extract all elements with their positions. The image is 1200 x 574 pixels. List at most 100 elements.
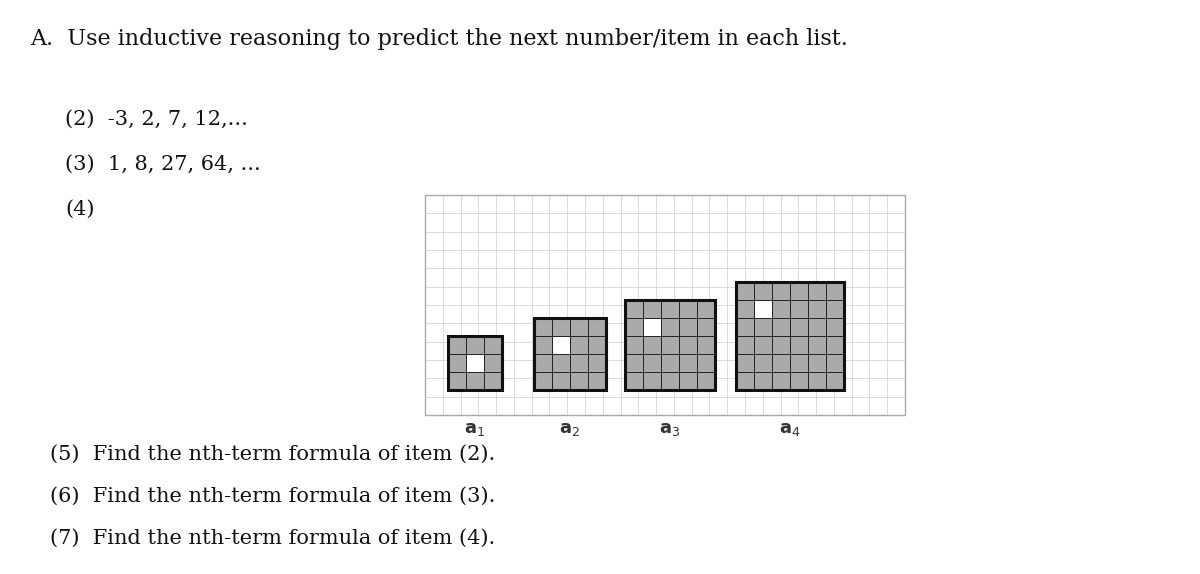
Bar <box>484 336 502 354</box>
Bar <box>826 336 844 354</box>
Bar <box>643 300 661 318</box>
Bar <box>736 300 754 318</box>
Bar <box>448 372 466 390</box>
Bar <box>625 300 715 390</box>
Bar <box>697 300 715 318</box>
Bar <box>448 336 502 390</box>
Bar <box>661 318 679 336</box>
Bar <box>552 336 570 354</box>
Bar <box>534 354 552 372</box>
Bar <box>754 354 772 372</box>
Bar <box>790 372 808 390</box>
Bar <box>570 372 588 390</box>
Bar <box>772 354 790 372</box>
Bar <box>661 336 679 354</box>
Bar <box>679 336 697 354</box>
Text: $\mathbf{a}_{1}$: $\mathbf{a}_{1}$ <box>464 420 486 438</box>
Bar <box>643 372 661 390</box>
Text: $\mathbf{a}_{3}$: $\mathbf{a}_{3}$ <box>659 420 680 438</box>
Bar <box>466 336 484 354</box>
Bar <box>534 336 552 354</box>
Bar <box>588 354 606 372</box>
Bar <box>826 300 844 318</box>
Bar <box>484 372 502 390</box>
Bar <box>736 318 754 336</box>
Bar <box>661 300 679 318</box>
Bar <box>625 318 643 336</box>
Bar <box>425 195 905 415</box>
Bar <box>826 318 844 336</box>
Bar <box>570 354 588 372</box>
Bar <box>484 354 502 372</box>
Bar <box>697 372 715 390</box>
Bar <box>808 354 826 372</box>
Bar <box>772 318 790 336</box>
Bar <box>736 336 754 354</box>
Text: (2)  -3, 2, 7, 12,...: (2) -3, 2, 7, 12,... <box>65 110 248 129</box>
Bar <box>625 354 643 372</box>
Bar <box>790 354 808 372</box>
Text: $\mathbf{a}_{2}$: $\mathbf{a}_{2}$ <box>559 420 581 438</box>
Bar <box>826 354 844 372</box>
Bar <box>826 282 844 300</box>
Bar <box>826 372 844 390</box>
Text: (3)  1, 8, 27, 64, ...: (3) 1, 8, 27, 64, ... <box>65 155 260 174</box>
Text: (4): (4) <box>65 200 95 219</box>
Bar <box>808 300 826 318</box>
Bar <box>790 300 808 318</box>
Text: (5)  Find the nth-term formula of item (2).: (5) Find the nth-term formula of item (2… <box>50 445 496 464</box>
Bar <box>661 372 679 390</box>
Bar <box>534 372 552 390</box>
Bar <box>808 372 826 390</box>
Bar <box>448 336 466 354</box>
Text: (6)  Find the nth-term formula of item (3).: (6) Find the nth-term formula of item (3… <box>50 487 496 506</box>
Bar <box>588 318 606 336</box>
Bar <box>754 372 772 390</box>
Bar <box>534 318 606 390</box>
Bar <box>570 336 588 354</box>
Bar <box>552 372 570 390</box>
Bar <box>808 336 826 354</box>
Bar <box>736 282 754 300</box>
Bar <box>697 354 715 372</box>
Bar <box>808 318 826 336</box>
Text: $\mathbf{a}_{4}$: $\mathbf{a}_{4}$ <box>779 420 800 438</box>
Bar <box>679 354 697 372</box>
Bar <box>790 336 808 354</box>
Bar <box>643 336 661 354</box>
Bar <box>772 300 790 318</box>
Bar <box>772 372 790 390</box>
Text: (7)  Find the nth-term formula of item (4).: (7) Find the nth-term formula of item (4… <box>50 529 496 548</box>
Bar <box>754 336 772 354</box>
Text: A.  Use inductive reasoning to predict the next number/item in each list.: A. Use inductive reasoning to predict th… <box>30 28 848 50</box>
Bar <box>697 318 715 336</box>
Bar <box>466 354 484 372</box>
Bar <box>736 354 754 372</box>
Bar <box>754 282 772 300</box>
Bar <box>697 336 715 354</box>
Bar <box>772 336 790 354</box>
Bar <box>643 354 661 372</box>
Bar <box>625 336 643 354</box>
Bar <box>466 372 484 390</box>
Bar <box>643 318 661 336</box>
Bar <box>754 300 772 318</box>
Bar <box>790 282 808 300</box>
Bar <box>534 318 552 336</box>
Bar <box>679 300 697 318</box>
Bar <box>679 372 697 390</box>
Bar <box>588 336 606 354</box>
Bar <box>754 318 772 336</box>
Bar <box>679 318 697 336</box>
Bar <box>772 282 790 300</box>
Bar <box>552 318 570 336</box>
Bar <box>661 354 679 372</box>
Bar <box>448 354 466 372</box>
Bar <box>588 372 606 390</box>
Bar <box>552 354 570 372</box>
Bar <box>808 282 826 300</box>
Bar <box>736 372 754 390</box>
Bar <box>790 318 808 336</box>
Bar <box>570 318 588 336</box>
Bar <box>736 282 844 390</box>
